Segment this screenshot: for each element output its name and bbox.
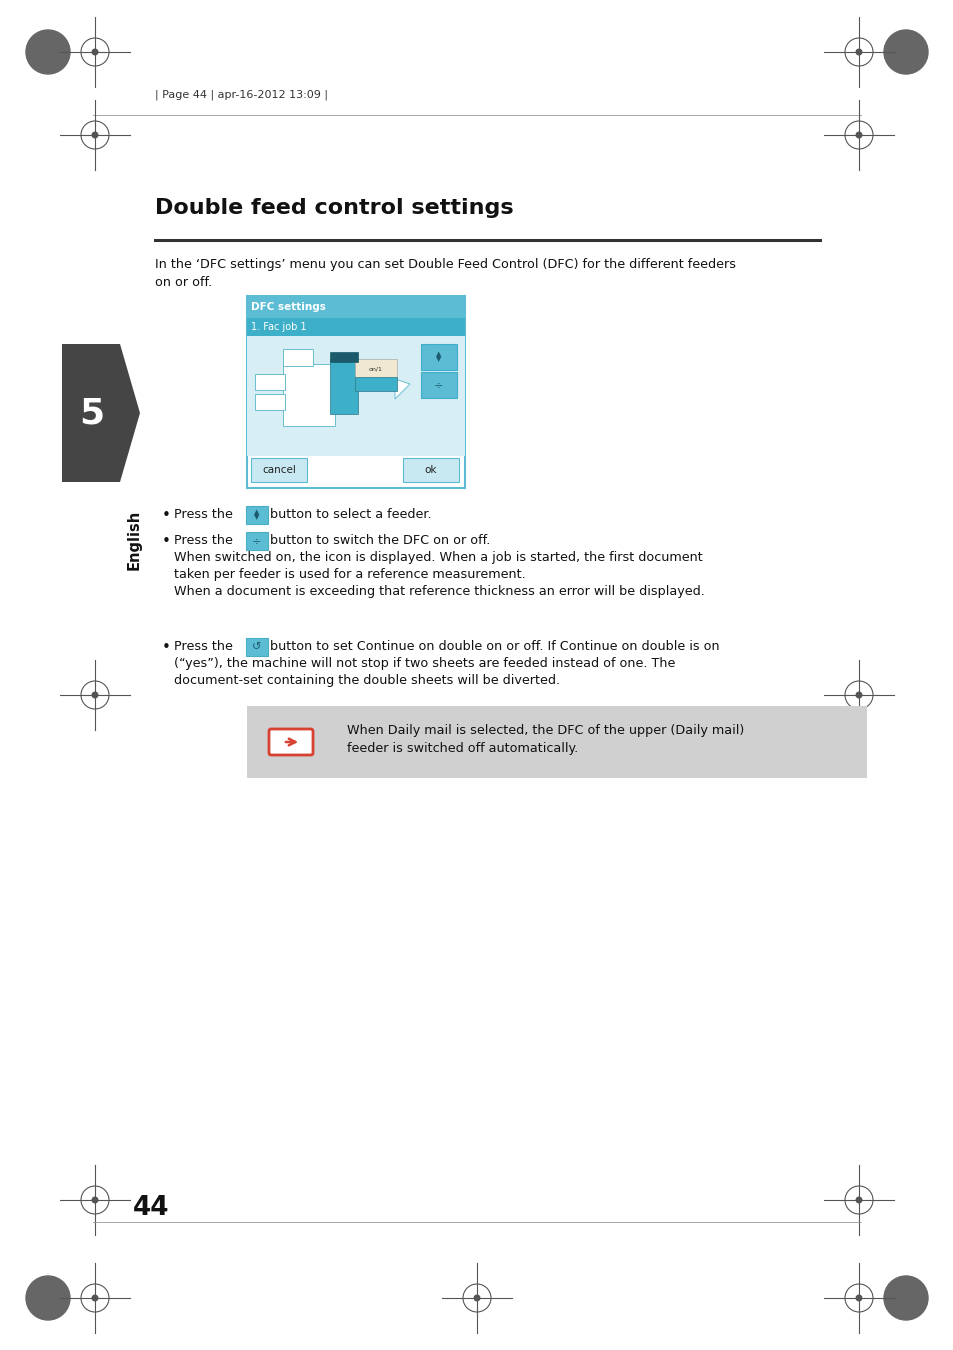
Circle shape xyxy=(92,693,98,698)
FancyBboxPatch shape xyxy=(247,296,464,487)
FancyBboxPatch shape xyxy=(254,394,285,410)
FancyBboxPatch shape xyxy=(246,639,268,656)
FancyBboxPatch shape xyxy=(247,296,464,319)
FancyBboxPatch shape xyxy=(283,364,335,427)
Polygon shape xyxy=(62,344,140,482)
Text: ÷: ÷ xyxy=(434,379,443,390)
Text: button to set Continue on double on or off. If Continue on double is on: button to set Continue on double on or o… xyxy=(270,640,719,653)
FancyBboxPatch shape xyxy=(246,506,268,524)
Circle shape xyxy=(26,30,70,74)
FancyBboxPatch shape xyxy=(247,706,866,778)
Text: feeder is switched off automatically.: feeder is switched off automatically. xyxy=(347,743,578,755)
Circle shape xyxy=(92,132,98,138)
Text: When switched on, the icon is displayed. When a job is started, the first docume: When switched on, the icon is displayed.… xyxy=(173,551,702,564)
FancyBboxPatch shape xyxy=(254,374,285,390)
Circle shape xyxy=(92,1197,98,1203)
Text: DFC settings: DFC settings xyxy=(251,302,326,312)
Circle shape xyxy=(855,693,861,698)
Text: •: • xyxy=(162,640,171,655)
FancyBboxPatch shape xyxy=(420,344,456,370)
Circle shape xyxy=(855,1295,861,1301)
Text: Press the: Press the xyxy=(173,535,233,547)
Text: (“yes”), the machine will not stop if two sheets are feeded instead of one. The: (“yes”), the machine will not stop if tw… xyxy=(173,657,675,670)
Text: ÷: ÷ xyxy=(252,536,261,545)
Text: Press the: Press the xyxy=(173,640,233,653)
Text: •: • xyxy=(162,535,171,549)
FancyBboxPatch shape xyxy=(420,373,456,398)
FancyBboxPatch shape xyxy=(269,729,313,755)
Text: | Page 44 | apr-16-2012 13:09 |: | Page 44 | apr-16-2012 13:09 | xyxy=(154,89,328,100)
Circle shape xyxy=(883,1276,927,1320)
Text: button to select a feeder.: button to select a feeder. xyxy=(270,508,431,521)
Text: ▲
▼: ▲ ▼ xyxy=(254,509,259,521)
Circle shape xyxy=(92,1295,98,1301)
Circle shape xyxy=(855,132,861,138)
FancyBboxPatch shape xyxy=(402,458,458,482)
Text: ▲
▼: ▲ ▼ xyxy=(436,351,441,363)
FancyBboxPatch shape xyxy=(247,319,464,336)
Text: ↺: ↺ xyxy=(252,643,261,652)
Text: •: • xyxy=(162,508,171,522)
Circle shape xyxy=(474,1295,479,1301)
Text: When Daily mail is selected, the DFC of the upper (Daily mail): When Daily mail is selected, the DFC of … xyxy=(347,724,743,737)
FancyBboxPatch shape xyxy=(283,350,313,366)
Circle shape xyxy=(855,1197,861,1203)
FancyBboxPatch shape xyxy=(330,359,357,414)
Text: Double feed control settings: Double feed control settings xyxy=(154,198,513,217)
FancyBboxPatch shape xyxy=(251,458,307,482)
Text: cancel: cancel xyxy=(262,464,295,475)
Text: 44: 44 xyxy=(132,1195,170,1220)
Circle shape xyxy=(883,30,927,74)
Text: 5: 5 xyxy=(79,396,105,431)
Polygon shape xyxy=(395,379,410,400)
Text: button to switch the DFC on or off.: button to switch the DFC on or off. xyxy=(270,535,490,547)
Circle shape xyxy=(92,49,98,55)
Circle shape xyxy=(26,1276,70,1320)
Text: on/1: on/1 xyxy=(369,366,382,371)
Text: on or off.: on or off. xyxy=(154,275,212,289)
FancyBboxPatch shape xyxy=(330,352,357,362)
Text: When a document is exceeding that reference thickness an error will be displayed: When a document is exceeding that refere… xyxy=(173,585,704,598)
FancyBboxPatch shape xyxy=(247,336,464,456)
Text: English: English xyxy=(127,510,141,570)
Text: Press the: Press the xyxy=(173,508,233,521)
FancyBboxPatch shape xyxy=(355,377,396,392)
Text: 1. Fac job 1: 1. Fac job 1 xyxy=(251,323,306,332)
Text: In the ‘DFC settings’ menu you can set Double Feed Control (DFC) for the differe: In the ‘DFC settings’ menu you can set D… xyxy=(154,258,735,271)
Text: ok: ok xyxy=(424,464,436,475)
Text: document-set containing the double sheets will be diverted.: document-set containing the double sheet… xyxy=(173,674,559,687)
Circle shape xyxy=(855,49,861,55)
Text: taken per feeder is used for a reference measurement.: taken per feeder is used for a reference… xyxy=(173,568,525,580)
FancyBboxPatch shape xyxy=(246,532,268,549)
FancyBboxPatch shape xyxy=(355,359,396,379)
